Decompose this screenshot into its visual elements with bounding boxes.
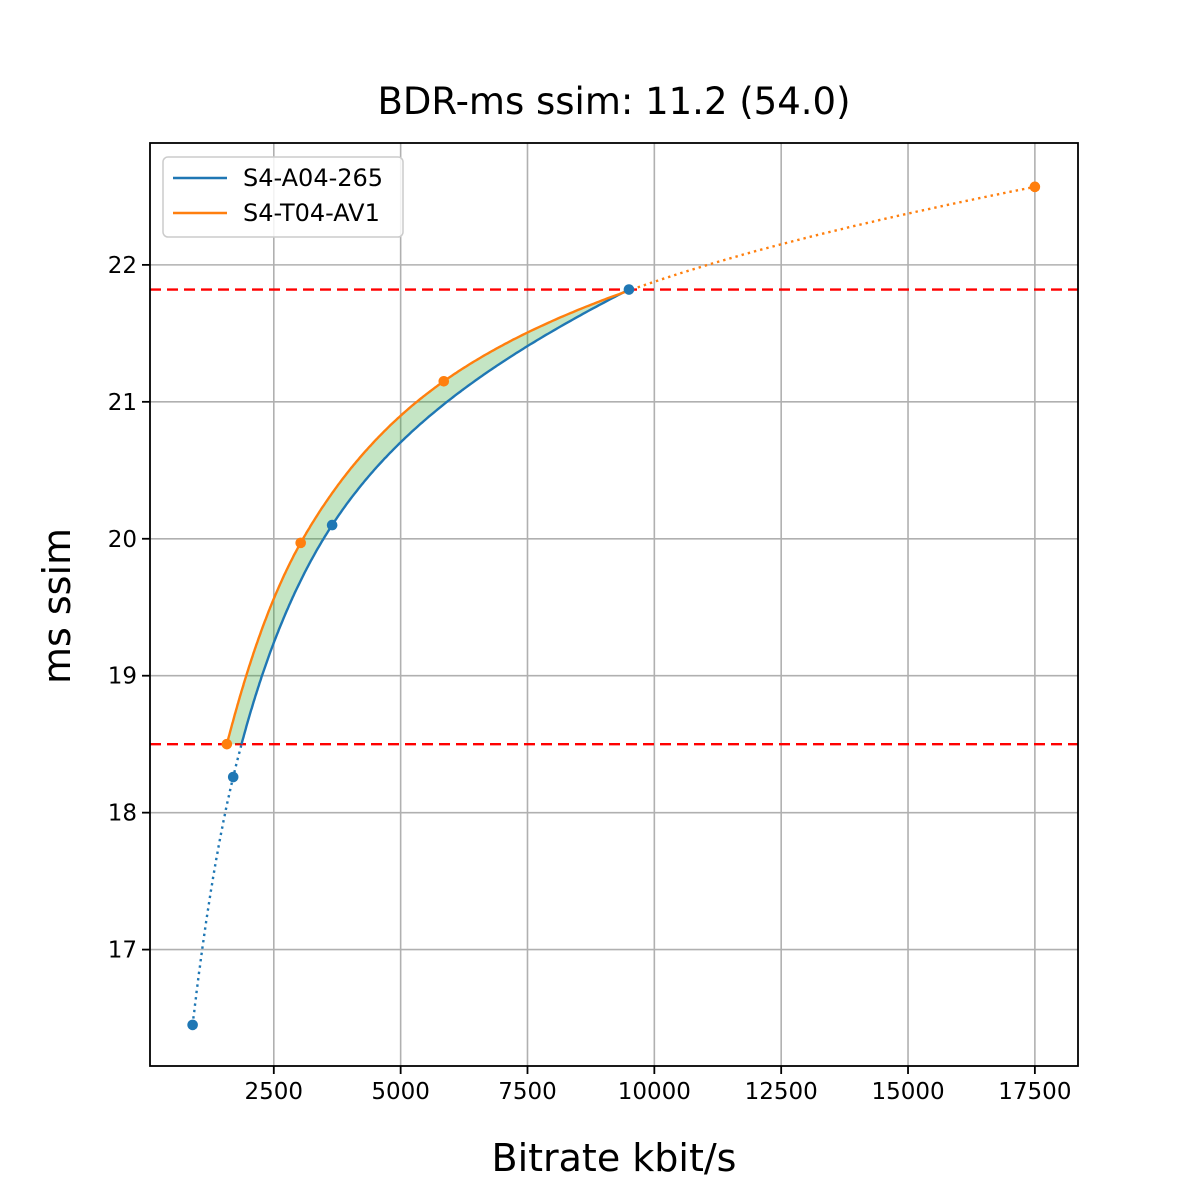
legend-item-s4-t04-av1: S4-T04-AV1: [173, 199, 380, 227]
y-tick-label: 21: [108, 390, 137, 416]
y-tick-label: 17: [108, 938, 137, 964]
x-tick-label: 7500: [498, 1079, 557, 1105]
data-point-s4-a04-265-1: [227, 771, 239, 783]
y-tick-label: 22: [108, 253, 137, 279]
chart-title: BDR-ms ssim: 11.2 (54.0): [377, 80, 851, 123]
y-tick-label: 18: [108, 801, 137, 827]
series-markers-s4-t04-av1: [221, 181, 1041, 750]
legend-item-s4-a04-265: S4-A04-265: [173, 164, 383, 192]
x-tick-label: 10000: [618, 1079, 691, 1105]
x-axis-ticks: 2500 5000 7500 10000 12500 15000 17500: [245, 1066, 1071, 1105]
curve-solid-segment: [240, 288, 630, 745]
series-curve-s4-t04-av1: [225, 185, 1036, 745]
plot-border: [149, 142, 1079, 1067]
data-point-s4-a04-265-0: [187, 1019, 198, 1031]
curve-solid-segment: [225, 288, 633, 745]
grid: [150, 143, 1078, 1066]
data-point-s4-t04-av1-2: [438, 375, 450, 387]
y-axis-ticks: 17 18 19 20 21 22: [108, 253, 150, 964]
data-point-s4-t04-av1-0: [221, 738, 233, 750]
y-tick-label: 20: [108, 527, 137, 553]
x-axis-label: Bitrate kbit/s: [491, 1136, 737, 1180]
legend-label: S4-T04-AV1: [243, 199, 380, 227]
x-tick-label: 12500: [745, 1079, 818, 1105]
series-curve-s4-a04-265: [191, 288, 630, 1026]
x-tick-label: 5000: [371, 1079, 430, 1105]
legend: S4-A04-265 S4-T04-AV1: [162, 156, 404, 238]
x-tick-label: 2500: [245, 1079, 304, 1105]
x-tick-label: 17500: [998, 1079, 1071, 1105]
data-point-s4-a04-265-2: [326, 519, 338, 531]
data-point-s4-a04-265-3: [623, 284, 635, 295]
x-tick-label: 15000: [871, 1079, 944, 1105]
series-markers-s4-a04-265: [187, 284, 635, 1031]
legend-label: S4-A04-265: [243, 164, 383, 192]
y-tick-label: 19: [108, 664, 137, 690]
data-point-s4-t04-av1-3: [1029, 181, 1041, 193]
data-point-s4-t04-av1-1: [295, 537, 306, 549]
curve-dotted-segment: [631, 185, 1036, 291]
curve-dotted-segment: [191, 743, 243, 1026]
